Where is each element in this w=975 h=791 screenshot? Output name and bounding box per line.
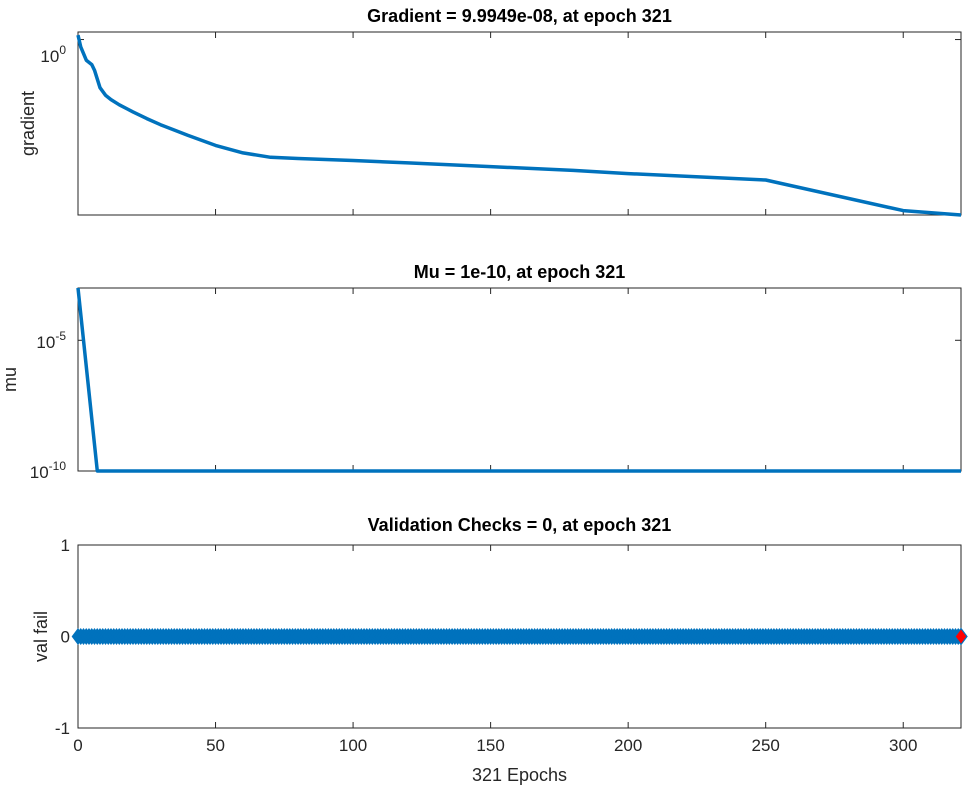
series-line xyxy=(76,34,962,217)
gradient-title: Gradient = 9.9949e-08, at epoch 321 xyxy=(367,6,672,26)
x-tick-label: 50 xyxy=(206,736,225,755)
mu-plot-area xyxy=(76,287,961,473)
series-line xyxy=(76,287,961,473)
mu-ytick-label-1e-5: 10-5 xyxy=(36,329,66,352)
validation-ticks: 0 50 100 150 200 250 300-101 xyxy=(55,536,961,755)
validation-xlabel: 321 Epochs xyxy=(472,765,567,785)
x-tick-label: 0 xyxy=(73,736,82,755)
x-tick-label: 250 xyxy=(752,736,780,755)
mu-ticks xyxy=(77,288,961,472)
validation-ylabel: val fail xyxy=(31,611,51,662)
y-tick-label: -1 xyxy=(55,719,70,738)
current-epoch-marker xyxy=(954,627,968,646)
y-tick-label: 0 xyxy=(61,628,70,647)
gradient-plot-area xyxy=(76,34,962,217)
x-tick-label: 300 xyxy=(889,736,917,755)
x-tick-label: 200 xyxy=(614,736,642,755)
gradient-axes-box xyxy=(77,31,962,216)
validation-title: Validation Checks = 0, at epoch 321 xyxy=(368,515,672,535)
x-tick-label: 150 xyxy=(476,736,504,755)
gradient-ytick-label: 100 xyxy=(40,43,66,66)
gradient-ylabel: gradient xyxy=(18,91,38,156)
mu-ylabel: mu xyxy=(0,367,20,392)
x-tick-label: 100 xyxy=(339,736,367,755)
mu-panel: Mu = 1e-10, at epoch 321 mu 10-5 10-10 xyxy=(0,262,962,482)
mu-ytick-label-1e-10: 10-10 xyxy=(30,459,67,482)
gradient-panel: Gradient = 9.9949e-08, at epoch 321 grad… xyxy=(18,6,962,217)
validation-panel: Validation Checks = 0, at epoch 321 val … xyxy=(31,515,968,785)
mu-title: Mu = 1e-10, at epoch 321 xyxy=(414,262,626,282)
y-tick-label: 1 xyxy=(61,536,70,555)
validation-plot-area xyxy=(71,627,968,646)
mu-axes-box xyxy=(77,287,962,472)
